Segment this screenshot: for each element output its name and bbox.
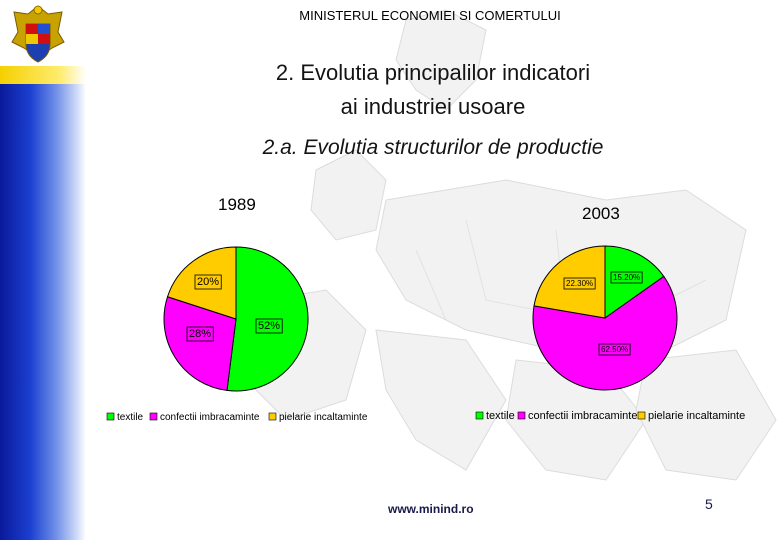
chart-1989-legend-swatch-2: [268, 412, 277, 421]
chart-2003-slice-1: [532, 275, 678, 391]
chart-1989-data-label-box-2: [194, 274, 222, 290]
chart-2003-slice-0: [604, 245, 665, 319]
chart-1989-title: 1989: [218, 195, 256, 214]
chart-1989-legend-label-0: textile: [117, 412, 144, 423]
chart-1989-legend-label-2: pielarie incaltaminte: [279, 412, 368, 423]
chart-2003-legend-label-1: confectii imbracaminte: [528, 410, 637, 422]
chart-2003-data-label-0: 15.20%: [613, 273, 640, 282]
chart-1989-data-label-1: 28%: [189, 328, 211, 340]
chart-1989-data-label-box-1: [186, 326, 214, 342]
chart-2003-title: 2003: [582, 204, 620, 223]
chart-2003-legend-label-0: textile: [486, 410, 515, 422]
chart-1989-data-label-box-0: [255, 318, 283, 334]
chart-1989-slice-2: [166, 246, 237, 320]
page-subtitle: 2.a. Evolutia structurilor de productie: [262, 136, 604, 159]
website-link[interactable]: www.minind.ro: [388, 502, 474, 516]
chart-2003-slice-2: [533, 245, 606, 319]
chart-2003-data-label-box-2: [563, 277, 596, 290]
page-title-line1: 2. Evolutia principalilor indicatori: [275, 60, 591, 85]
chart-2003-legend-swatch-2: [637, 411, 646, 420]
chart-1989-data-label-0: 52%: [258, 320, 280, 332]
chart-2003-legend-swatch-0: [475, 411, 484, 420]
chart-1989-legend-swatch-0: [106, 412, 115, 421]
chart-1989-legend-swatch-1: [149, 412, 158, 421]
page-number: 5: [705, 496, 713, 512]
page-title-line2: ai industriei usoare: [340, 94, 526, 119]
chart-2003-legend-label-2: pielarie incaltaminte: [648, 410, 745, 422]
chart-2003-data-label-2: 22.30%: [566, 279, 593, 288]
coat-of-arms-logo: [11, 5, 65, 63]
chart-2003-legend-swatch-1: [517, 411, 526, 420]
chart-1989-legend-label-1: confectii imbracaminte: [160, 412, 260, 423]
chart-2003-data-label-box-0: [610, 271, 643, 284]
ministry-name: MINISTERUL ECONOMIEI SI COMERTULUI: [299, 8, 561, 23]
chart-2003-data-label-box-1: [598, 343, 631, 356]
chart-1989-slice-1: [163, 296, 237, 391]
flag-stripe: [0, 66, 86, 84]
chart-1989-data-label-2: 20%: [197, 276, 219, 288]
sidebar-gradient: [0, 0, 86, 540]
chart-2003-data-label-1: 62.50%: [601, 345, 628, 354]
